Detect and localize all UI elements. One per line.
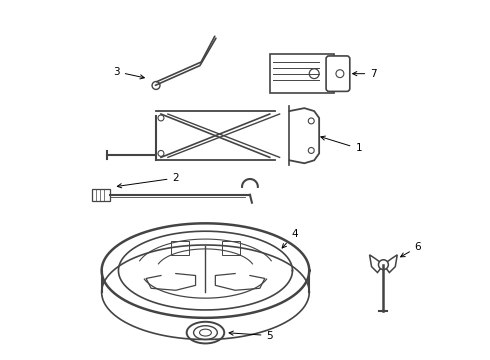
Circle shape — [158, 115, 164, 121]
Text: 1: 1 — [321, 136, 362, 153]
Text: 6: 6 — [401, 242, 421, 257]
Circle shape — [308, 148, 314, 153]
Bar — [92, 189, 110, 201]
Text: 7: 7 — [353, 69, 377, 79]
Polygon shape — [383, 255, 397, 273]
Text: 4: 4 — [282, 229, 298, 248]
Text: 2: 2 — [117, 173, 179, 188]
Circle shape — [308, 118, 314, 124]
Bar — [222, 241, 240, 255]
Ellipse shape — [199, 329, 211, 336]
Ellipse shape — [187, 322, 224, 343]
Bar — [270, 54, 334, 93]
Circle shape — [336, 70, 344, 78]
FancyBboxPatch shape — [326, 56, 350, 91]
Ellipse shape — [194, 326, 218, 339]
Circle shape — [309, 69, 319, 78]
Bar — [171, 241, 189, 255]
Text: 3: 3 — [113, 67, 145, 79]
Circle shape — [158, 150, 164, 156]
Text: 5: 5 — [229, 330, 273, 341]
Polygon shape — [369, 255, 383, 273]
Circle shape — [378, 260, 389, 270]
Circle shape — [152, 82, 160, 89]
